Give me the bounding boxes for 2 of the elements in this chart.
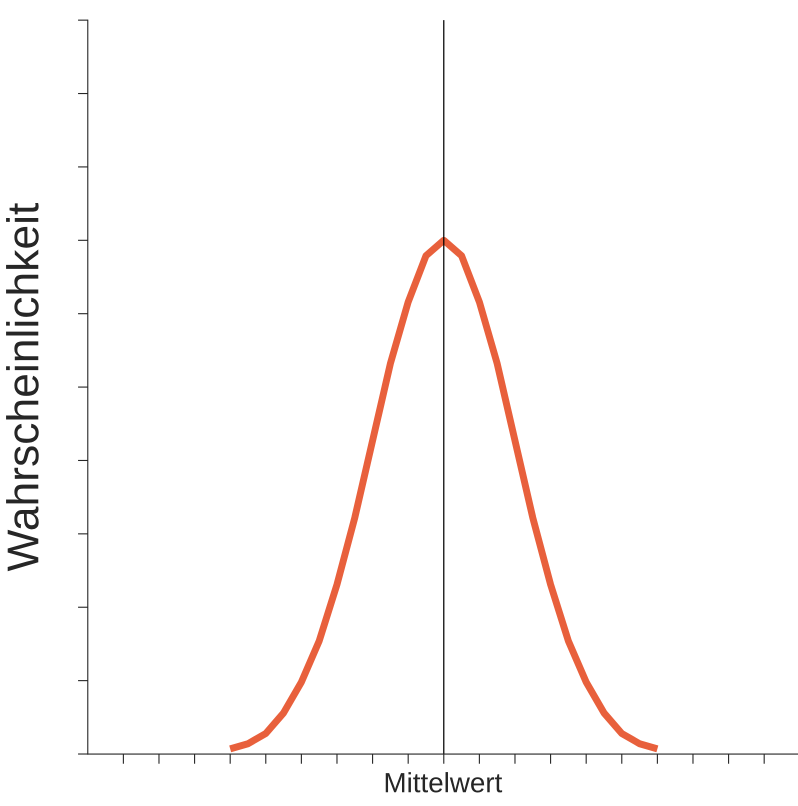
y-axis-title: Wahrscheinlichkeit bbox=[6, 202, 39, 572]
x-axis-title: Mittelwert bbox=[386, 772, 502, 792]
